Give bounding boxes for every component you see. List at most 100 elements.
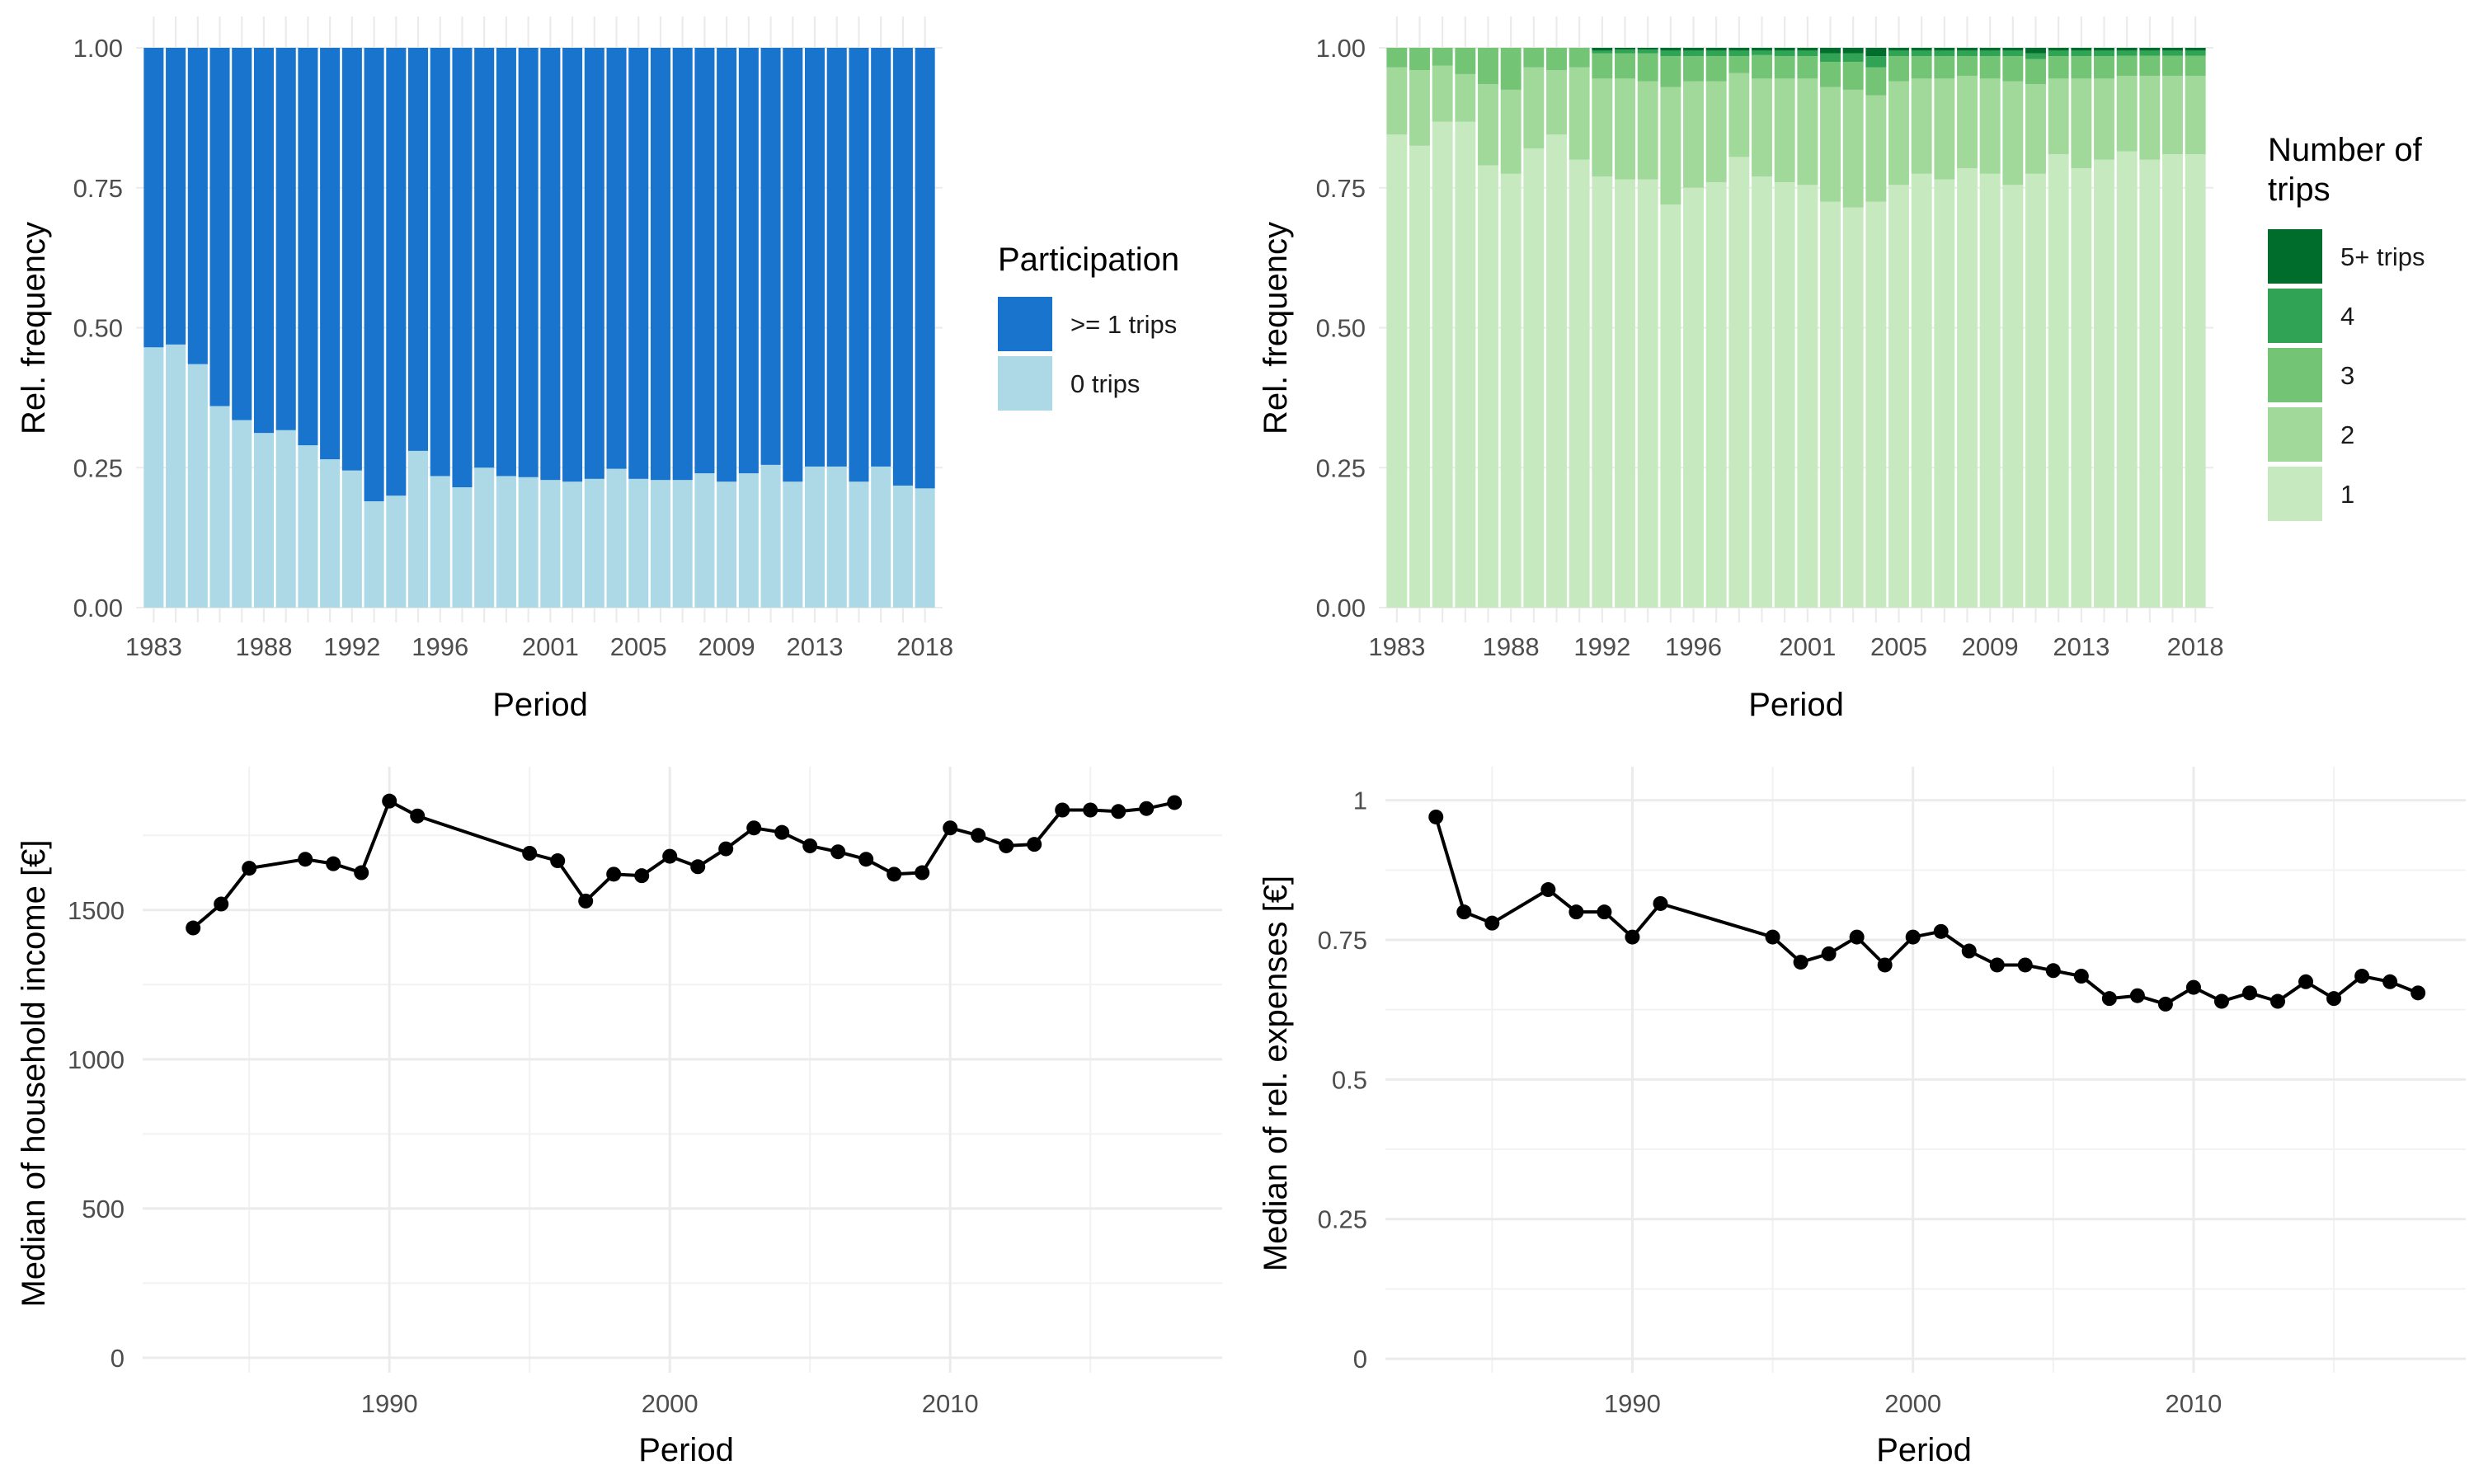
trips-bar-2012-3 bbox=[2048, 56, 2069, 79]
income-y-tick-label: 0 bbox=[111, 1344, 125, 1373]
trips-bar-2011-2 bbox=[2025, 84, 2046, 174]
trips-bar-1992-4 bbox=[1592, 50, 1613, 54]
trips-bar-1994-5-trips bbox=[1637, 48, 1658, 50]
trips-x-tick-label: 2013 bbox=[2053, 632, 2109, 661]
trips-bar-2015-5-trips bbox=[2116, 48, 2138, 51]
trips-bar-1999-5-trips bbox=[1752, 48, 1772, 51]
trips-bar-1993-1 bbox=[1615, 179, 1635, 608]
trips-legend-title-line2: trips bbox=[2268, 171, 2331, 208]
participation-bar-2002-0-trips bbox=[562, 481, 583, 608]
expenses-x-tick-label: 2010 bbox=[2165, 1389, 2222, 1418]
income-point-2012 bbox=[999, 838, 1014, 853]
participation-bar-panel: 0.00 0.25 0.50 0.75 1.00 1983 1988 1992 1996 200… bbox=[16, 16, 1179, 723]
income-x-tick-label: 2010 bbox=[922, 1389, 979, 1418]
trips-bar-1998-4 bbox=[1729, 50, 1750, 57]
participation-bar-1998-0-trips bbox=[474, 467, 495, 608]
participation-bar-1992-1-trips bbox=[341, 48, 362, 471]
trips-bar-1998-1 bbox=[1729, 157, 1750, 608]
trips-bar-2010-4 bbox=[2002, 50, 2024, 57]
income-y-tick-label: 500 bbox=[82, 1195, 125, 1223]
trips-bar-2008-1 bbox=[1957, 167, 1978, 608]
trips-bar-2011-1 bbox=[2025, 173, 2046, 608]
trips-bar-2000-4 bbox=[1774, 50, 1795, 57]
trips-y-tick-label: 0.00 bbox=[1316, 594, 1366, 622]
trips-bar-2011-5-trips bbox=[2025, 48, 2046, 54]
trips-bar-2012-5-trips bbox=[2048, 48, 2069, 51]
expenses-x-tick-label: 2000 bbox=[1884, 1389, 1941, 1418]
expenses-point-2000 bbox=[1905, 929, 1921, 945]
trips-bar-1994-4 bbox=[1637, 49, 1658, 54]
trips-bar-2015-1 bbox=[2116, 151, 2138, 608]
trips-bar-2018-2 bbox=[2185, 75, 2206, 155]
income-point-2013 bbox=[1027, 837, 1042, 852]
trips-x-tick-label: 1996 bbox=[1665, 632, 1722, 661]
participation-y-tick-label: 0.75 bbox=[73, 174, 123, 203]
trips-bar-2015-2 bbox=[2116, 75, 2138, 152]
participation-bar-1997-0-trips bbox=[452, 487, 473, 608]
expenses-point-1985 bbox=[1484, 915, 1500, 931]
trips-bar-1999-2 bbox=[1752, 78, 1772, 177]
participation-bar-2015-1-trips bbox=[849, 48, 869, 482]
trips-bar-1992-5-trips bbox=[1592, 48, 1613, 51]
trips-bar-2014-2 bbox=[2094, 78, 2114, 160]
participation-bar-2016-0-trips bbox=[871, 466, 891, 608]
participation-bar-2007-0-trips bbox=[672, 480, 693, 608]
income-point-1985 bbox=[242, 861, 257, 876]
expenses-point-2006 bbox=[2073, 969, 2089, 984]
expenses-x-tick-label: 1990 bbox=[1604, 1389, 1661, 1418]
trips-bar-2003-2 bbox=[1842, 89, 1864, 208]
income-point-2001 bbox=[690, 859, 706, 875]
trips-bar-2000-3 bbox=[1774, 56, 1795, 79]
trips-bar-2011-3 bbox=[2025, 59, 2046, 85]
participation-bar-2008-1-trips bbox=[694, 48, 715, 474]
income-point-1991 bbox=[410, 808, 426, 824]
income-point-2005 bbox=[802, 838, 818, 853]
trips-bar-1996-1 bbox=[1683, 187, 1704, 608]
trips-bar-2010-1 bbox=[2002, 185, 2024, 608]
participation-bar-2017-1-trips bbox=[892, 48, 913, 486]
trips-bar-1995-3 bbox=[1660, 56, 1681, 87]
expenses-point-2010 bbox=[2185, 979, 2201, 995]
trips-bar-2003-3 bbox=[1842, 61, 1864, 90]
trips-legend-key-4 bbox=[2268, 467, 2322, 521]
expenses-line-marks bbox=[1428, 809, 2426, 1012]
trips-bar-2002-5-trips bbox=[1820, 48, 1841, 54]
trips-x-tick-label: 1988 bbox=[1483, 632, 1540, 661]
trips-x-tick-label: 2018 bbox=[2167, 632, 2224, 661]
trips-legend-label: 4 bbox=[2340, 302, 2354, 331]
trips-bar-1994-2 bbox=[1637, 81, 1658, 180]
expenses-point-1989 bbox=[1597, 904, 1612, 920]
participation-bar-2011-1-trips bbox=[760, 48, 781, 465]
trips-bar-1986-2 bbox=[1455, 73, 1476, 122]
income-point-1996 bbox=[550, 853, 566, 869]
trips-bar-2007-2 bbox=[1934, 78, 1955, 180]
participation-bar-1991-1-trips bbox=[320, 48, 341, 460]
participation-x-axis-title: Period bbox=[492, 687, 588, 723]
participation-bar-1996-1-trips bbox=[430, 48, 450, 477]
trips-bar-2018-3 bbox=[2185, 55, 2206, 76]
participation-legend-label: >= 1 trips bbox=[1070, 310, 1177, 339]
trips-bar-2001-3 bbox=[1797, 56, 1818, 79]
trips-y-axis-title: Rel. frequency bbox=[1258, 222, 1294, 434]
trips-bar-1990-2 bbox=[1546, 70, 1567, 135]
trips-bar-2014-1 bbox=[2094, 159, 2114, 608]
income-y-tick-label: 1500 bbox=[68, 896, 125, 925]
expenses-point-2014 bbox=[2298, 974, 2314, 989]
trips-y-tick-label: 0.75 bbox=[1316, 174, 1366, 203]
trips-bar-2003-1 bbox=[1842, 207, 1864, 608]
participation-bar-1994-0-trips bbox=[386, 495, 407, 608]
trips-bar-2016-2 bbox=[2139, 75, 2161, 160]
income-line-marks bbox=[186, 793, 1183, 936]
income-grid bbox=[143, 767, 1222, 1373]
participation-bar-2010-0-trips bbox=[738, 473, 759, 608]
trips-bar-1999-3 bbox=[1752, 54, 1772, 79]
trips-bar-2015-4 bbox=[2116, 50, 2138, 56]
trips-bar-2012-1 bbox=[2048, 154, 2069, 608]
income-point-1990 bbox=[382, 793, 397, 809]
participation-legend-title: Participation bbox=[998, 242, 1179, 278]
expenses-point-2017 bbox=[2382, 974, 2398, 989]
participation-bar-2005-0-trips bbox=[628, 478, 649, 608]
expenses-y-tick-label: 0.25 bbox=[1318, 1205, 1367, 1234]
expenses-point-1984 bbox=[1456, 904, 1472, 920]
participation-x-tick-label: 2018 bbox=[896, 632, 953, 661]
